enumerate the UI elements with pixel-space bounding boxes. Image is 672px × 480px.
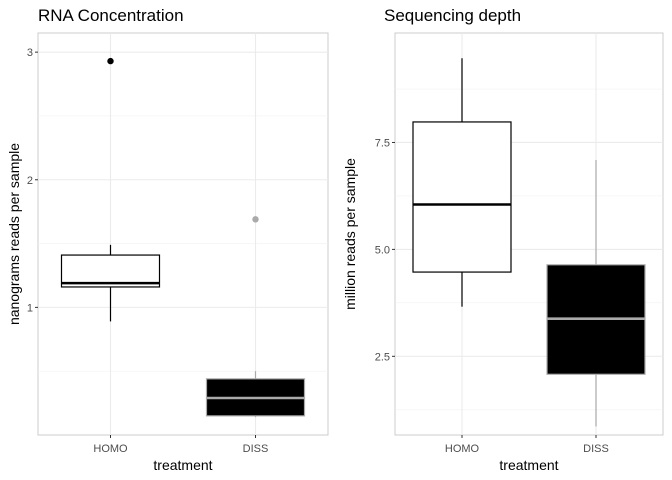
depth-x-tick-label-diss: DISS [583,443,609,455]
rna-y-axis-title: nanograms reads per sample [6,143,22,325]
rna-plot-area [37,32,329,436]
rna-x-tick-label-homo: HOMO [93,443,128,455]
rna-boxes [60,57,306,418]
depth-y-tick-label: 7.5 [375,137,390,149]
rna-panel-title: RNA Concentration [38,6,184,25]
depth-box-diss [546,160,646,427]
rna-x-ticks: HOMO DISS [93,435,268,455]
depth-x-ticks: HOMO DISS [445,435,609,455]
rna-x-tick-label-diss: DISS [243,443,269,455]
interquartile-box [60,254,161,288]
depth-x-tick-label-homo: HOMO [445,443,480,455]
rna-y-tick-label: 3 [27,47,33,59]
rna-y-ticks: 1 2 3 [27,47,38,314]
rna-box-homo [60,57,161,322]
depth-panel-title: Sequencing depth [384,6,521,25]
rna-concentration-panel: RNA Concentration 1 2 3 HOMO DISS treatment… [6,6,329,473]
depth-x-axis-title: treatment [499,457,558,473]
rna-y-tick-label: 1 [27,302,33,314]
depth-y-axis-title: million reads per sample [342,158,358,310]
interquartile-box [412,121,512,273]
sequencing-depth-panel: Sequencing depth 2.5 5.0 7.5 HOMO DISS trea… [342,6,664,473]
depth-boxes [412,58,646,427]
rna-box-diss [205,216,306,418]
outlier-point [252,216,259,223]
depth-y-tick-label: 2.5 [375,351,390,363]
rna-gridlines [38,33,328,435]
outlier-point [107,57,114,65]
rna-y-tick-label: 2 [27,175,33,187]
rna-x-axis-title: treatment [153,457,212,473]
depth-y-ticks: 2.5 5.0 7.5 [375,137,395,363]
depth-box-homo [412,58,512,307]
depth-y-tick-label: 5.0 [375,244,390,256]
